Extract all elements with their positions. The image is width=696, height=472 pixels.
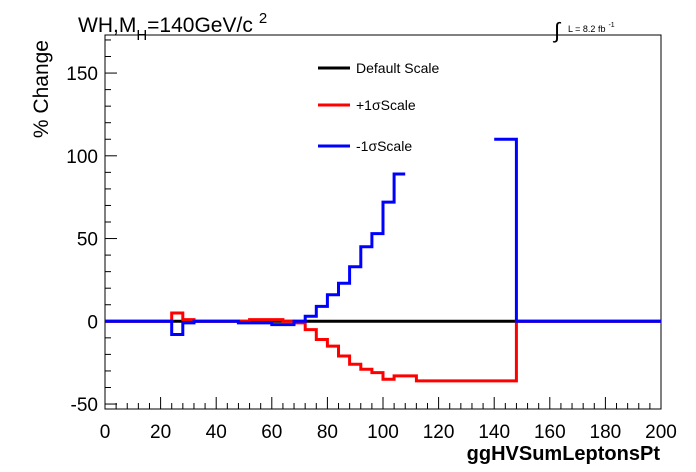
y-axis-label: % Change xyxy=(30,40,53,138)
x-tick-label: 200 xyxy=(645,422,677,443)
x-tick-label: 80 xyxy=(317,422,338,443)
x-tick-label: 100 xyxy=(367,422,399,443)
x-tick-label: 0 xyxy=(100,422,111,443)
legend: Default Scale +1σScale -1σScale xyxy=(318,60,439,154)
x-tick-label: 160 xyxy=(534,422,566,443)
x-tick-label: 40 xyxy=(206,422,227,443)
legend-label-plus1sigma: +1σScale xyxy=(356,97,416,113)
y-tick-label: 100 xyxy=(66,147,98,168)
series-line-minus1sigma xyxy=(105,137,661,336)
x-tick-label: 120 xyxy=(423,422,455,443)
integral-symbol: ∫ xyxy=(552,18,562,43)
x-axis-label: ggHVSumLeptonsPt xyxy=(467,443,661,465)
x-tick-label: 60 xyxy=(261,422,282,443)
y-tick-label: 50 xyxy=(77,230,98,251)
x-tick-label: 20 xyxy=(150,422,171,443)
legend-label-default: Default Scale xyxy=(356,60,439,76)
series-layer xyxy=(105,137,661,383)
x-tick-label: 180 xyxy=(590,422,622,443)
x-tick-label: 140 xyxy=(478,422,510,443)
y-tick-label: 0 xyxy=(87,312,98,333)
legend-label-minus1sigma: -1σScale xyxy=(356,138,412,154)
lumi-label: L = 8.2 fb -1 xyxy=(568,22,615,34)
y-tick-label: 150 xyxy=(66,64,98,85)
y-tick-label: -50 xyxy=(71,395,98,416)
